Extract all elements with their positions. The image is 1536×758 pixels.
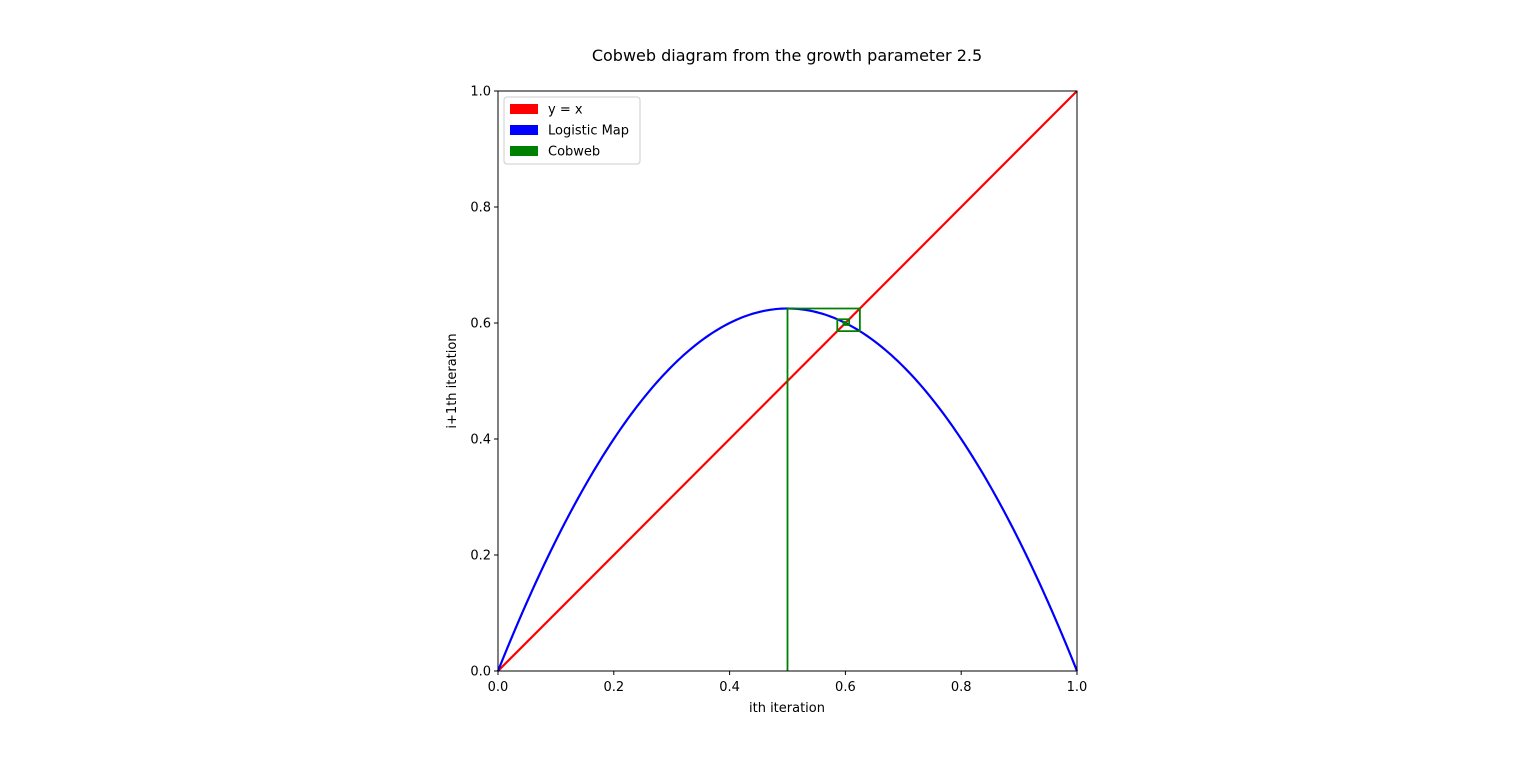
x-tick-label: 1.0 (1067, 680, 1088, 695)
x-axis-ticks: 0.0 0.2 0.4 0.6 0.8 1.0 (488, 671, 1088, 695)
chart-title: Cobweb diagram from the growth parameter… (592, 46, 982, 65)
x-tick-label: 0.6 (835, 680, 856, 695)
x-tick-label: 0.2 (603, 680, 624, 695)
x-axis-label: ith iteration (749, 701, 825, 716)
x-tick-label: 0.0 (488, 680, 509, 695)
plot-frame (497, 90, 1078, 672)
x-tick-label: 0.8 (951, 680, 972, 695)
legend-label: y = x (548, 103, 583, 118)
y-axis-ticks: 0.0 0.2 0.4 0.6 0.8 1.0 (470, 85, 498, 680)
legend-swatch (510, 146, 538, 156)
legend-swatch (510, 125, 538, 135)
y-tick-label: 1.0 (470, 85, 491, 100)
y-tick-label: 0.8 (470, 201, 491, 216)
y-tick-label: 0.0 (470, 665, 491, 680)
series-line-cobweb (786, 307, 861, 671)
y-tick-label: 0.4 (470, 433, 491, 448)
legend-label: Cobweb (548, 145, 600, 160)
y-axis-label: i+1th iteration (445, 333, 460, 428)
plot-lines (496, 90, 1079, 672)
y-tick-label: 0.2 (470, 549, 491, 564)
y-tick-label: 0.6 (470, 317, 491, 332)
legend: y = x Logistic Map Cobweb (503, 96, 641, 165)
legend-label: Logistic Map (548, 124, 629, 139)
x-tick-label: 0.4 (719, 680, 740, 695)
legend-swatch (510, 104, 538, 114)
